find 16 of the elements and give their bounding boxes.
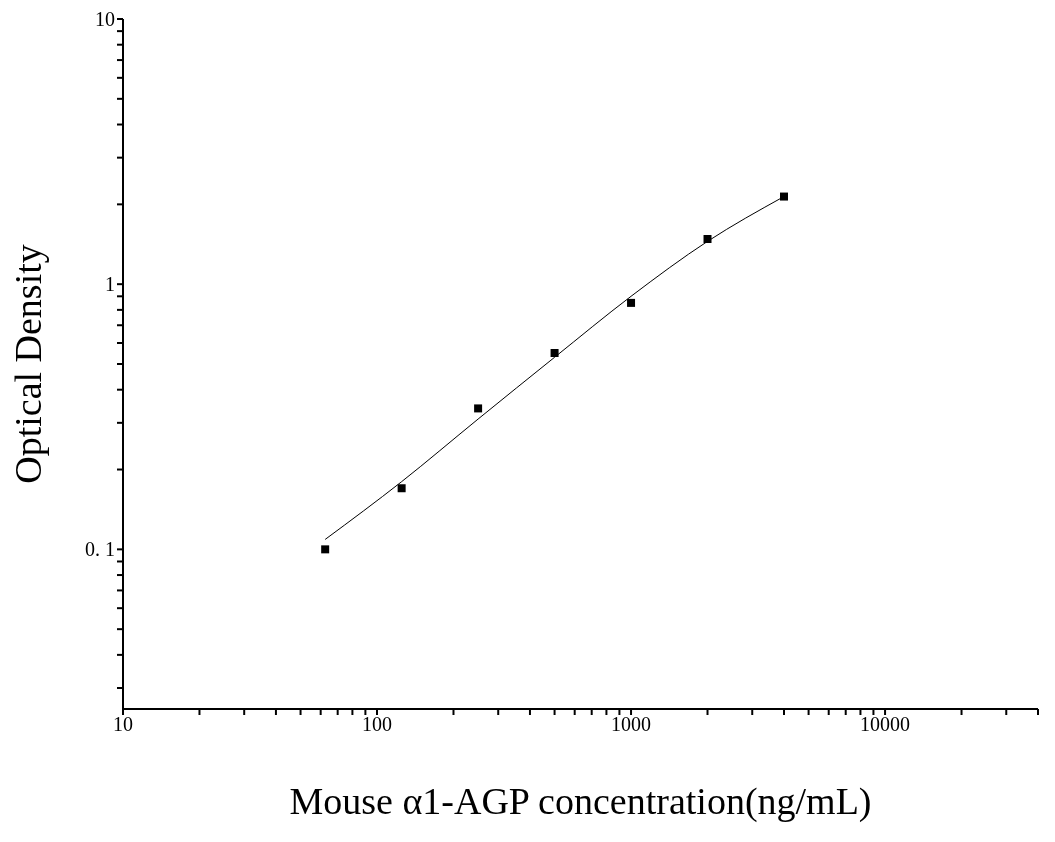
y-tick-label: 1 (105, 273, 115, 296)
y-axis-title: Optical Density (7, 244, 50, 484)
x-tick-label: 100 (362, 713, 393, 736)
point (321, 545, 330, 554)
point (397, 484, 406, 493)
y-tick-label: 0. 1 (85, 538, 115, 561)
x-tick-label: 10000 (860, 713, 911, 736)
point (474, 404, 483, 413)
point (627, 298, 636, 307)
x-tick-label: 10 (113, 713, 133, 736)
y-tick-label: 10 (95, 8, 115, 31)
x-tick-label: 1000 (611, 713, 652, 736)
point (779, 192, 788, 201)
point (703, 235, 712, 244)
point (550, 349, 559, 358)
x-axis-title: Mouse α1-AGP concentration(ng/mL) (289, 780, 872, 823)
